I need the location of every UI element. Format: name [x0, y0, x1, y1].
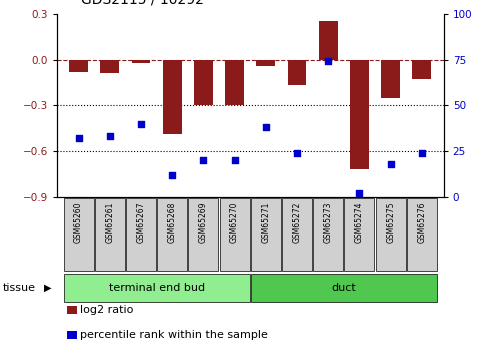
Text: GDS2115 / 10292: GDS2115 / 10292	[81, 0, 204, 7]
Bar	[256, 60, 275, 66]
Text: terminal end bud: terminal end bud	[108, 283, 205, 293]
Bar	[64, 198, 94, 271]
Bar	[319, 21, 338, 60]
Point	[231, 157, 239, 163]
Bar	[376, 198, 406, 271]
Point	[168, 172, 176, 177]
Bar	[413, 60, 431, 79]
Bar	[194, 60, 213, 105]
Text: GSM65276: GSM65276	[418, 201, 426, 243]
Point	[293, 150, 301, 156]
Bar	[219, 198, 249, 271]
Point	[200, 157, 208, 163]
Bar	[251, 198, 281, 271]
Bar	[350, 60, 369, 169]
Point	[324, 59, 332, 64]
Text: GSM65271: GSM65271	[261, 201, 270, 243]
Text: GSM65267: GSM65267	[137, 201, 145, 243]
Bar	[282, 198, 312, 271]
Text: GSM65270: GSM65270	[230, 201, 239, 243]
Bar	[313, 198, 343, 271]
Bar	[157, 198, 187, 271]
Text: percentile rank within the sample: percentile rank within the sample	[80, 330, 268, 339]
Bar	[225, 60, 244, 105]
Bar	[345, 198, 374, 271]
Text: log2 ratio: log2 ratio	[80, 305, 134, 315]
Bar	[381, 60, 400, 98]
Point	[355, 190, 363, 196]
Text: GSM65269: GSM65269	[199, 201, 208, 243]
Bar	[132, 60, 150, 62]
Text: GSM65260: GSM65260	[74, 201, 83, 243]
Text: GSM65272: GSM65272	[292, 201, 302, 243]
Text: ▶: ▶	[44, 283, 52, 293]
Text: GSM65274: GSM65274	[355, 201, 364, 243]
Text: GSM65268: GSM65268	[168, 201, 176, 243]
Point	[387, 161, 394, 167]
Point	[106, 134, 114, 139]
Text: GSM65273: GSM65273	[324, 201, 333, 243]
Bar	[64, 274, 249, 302]
Point	[137, 121, 145, 126]
Bar	[251, 274, 437, 302]
Text: duct: duct	[331, 283, 356, 293]
Bar	[407, 198, 437, 271]
Bar	[287, 60, 306, 86]
Bar	[188, 198, 218, 271]
Bar	[69, 60, 88, 72]
Text: tissue: tissue	[2, 283, 35, 293]
Bar	[101, 60, 119, 73]
Text: GSM65275: GSM65275	[386, 201, 395, 243]
Bar	[126, 198, 156, 271]
Bar	[95, 198, 125, 271]
Point	[418, 150, 426, 156]
Point	[262, 125, 270, 130]
Bar	[163, 60, 181, 134]
Point	[74, 135, 82, 141]
Text: GSM65261: GSM65261	[105, 201, 114, 243]
